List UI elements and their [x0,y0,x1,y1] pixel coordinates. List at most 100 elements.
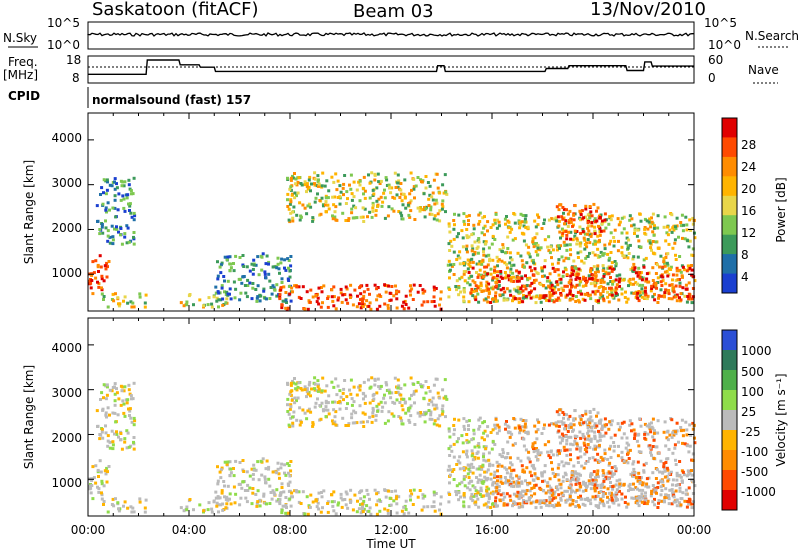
velocity-echo-cell [342,387,346,391]
velocity-echo-cell [293,401,297,405]
power-echo-cell [401,192,405,196]
power-echo-cell [681,286,685,290]
power-echo-cell [477,213,481,217]
power-echo-cell [586,221,590,225]
velocity-echo-cell [400,397,404,401]
power-echo-cell [555,248,559,252]
power-echo-cell [401,217,405,221]
power-echo-cell [567,221,571,225]
power-echo-cell [688,295,692,299]
velocity-echo-cell [643,436,647,440]
power-echo-cell [296,191,300,195]
power-echo-cell [387,284,391,288]
power-echo-cell [609,239,613,243]
power-echo-cell [408,192,412,196]
velocity-echo-cell [324,415,328,419]
power-echo-cell [119,198,123,202]
velocity-echo-cell [466,463,470,467]
velocity-echo-cell [476,456,480,460]
power-echo-cell [132,231,136,234]
power-echo-cell [533,279,536,283]
power-echo-cell [483,270,487,274]
power-echo-cell [476,251,480,255]
power-echo-cell [276,256,280,260]
power-echo-cell [377,197,381,201]
power-echo-cell [106,305,110,309]
power-echo-cell [214,285,218,289]
velocity-echo-cell [376,409,380,413]
power-echo-cell [637,266,641,270]
power-echo-cell [255,299,259,303]
velocity-echo-cell [113,432,116,436]
velocity-echo-cell [504,456,507,460]
power-echo-cell [289,299,293,303]
velocity-echo-cell [641,481,645,485]
velocity-echo-cell [420,413,424,417]
velocity-echo-cell [571,502,575,506]
velocity-echo-cell [376,499,380,503]
power-echo-cell [599,250,603,254]
velocity-echo-cell [297,500,301,504]
power-echo-cell [620,292,624,296]
power-echo-cell [443,173,447,177]
velocity-echo-cell [636,433,640,437]
velocity-echo-cell [386,508,390,512]
velocity-echo-cell [672,495,676,499]
power-echo-cell [594,271,597,275]
velocity-echo-cell [675,471,679,475]
velocity-echo-cell [628,482,632,486]
power-echo-cell [593,253,597,257]
velocity-echo-cell [458,455,462,459]
power-echo-cell [455,279,459,283]
velocity-echo-cell [630,496,634,500]
velocity-echo-cell [188,498,192,501]
velocity-echo-cell [119,438,122,442]
velocity-echo-cell [617,444,620,448]
velocity-echo-cell [214,490,218,494]
velocity-echo-cell [591,478,595,482]
velocity-echo-cell [606,487,610,491]
power-echo-cell [482,289,485,293]
velocity-echo-cell [419,383,423,387]
velocity-echo-cell [303,388,307,392]
power-echo-cell [678,296,681,300]
power-echo-cell [102,178,106,182]
power-echo-cell [601,252,605,256]
power-echo-cell [358,183,362,187]
power-echo-cell [399,211,403,215]
velocity-echo-cell [431,396,435,400]
velocity-echo-cell [449,468,453,472]
velocity-echo-cell [335,393,339,397]
power-echo-cell [570,266,574,270]
velocity-echo-cell [220,491,224,495]
velocity-echo-cell [91,497,95,501]
power-cb-tick-20: 20 [741,182,756,196]
power-echo-cell [368,181,372,185]
power-echo-cell [666,274,670,278]
velocity-echo-cell [276,467,280,471]
velocity-echo-cell [465,433,469,436]
vel-cb-tick-500: 500 [741,365,764,379]
velocity-echo-cell [613,433,617,437]
power-echo-cell [618,284,621,288]
power-echo-cell [383,216,387,220]
velocity-echo-cell [511,476,515,480]
power-echo-cell [617,280,621,284]
power-echo-cell [583,298,587,302]
velocity-echo-cell [374,418,378,422]
power-echo-cell [680,213,684,217]
power-echo-cell [454,285,458,288]
velocity-echo-cell [216,482,220,486]
power-echo-cell [480,231,484,235]
power-echo-cell [477,237,481,240]
power-echo-cell [452,219,456,222]
velocity-echo-cell [495,482,499,486]
power-colorbar-swatch [722,156,737,177]
velocity-echo-cell [313,376,317,380]
velocity-echo-cell [477,418,481,422]
velocity-echo-cell [475,467,479,471]
power-echo-cell [432,178,436,182]
power-echo-cell [477,240,481,244]
power-echo-cell [287,284,291,288]
power-echo-cell [132,305,136,309]
